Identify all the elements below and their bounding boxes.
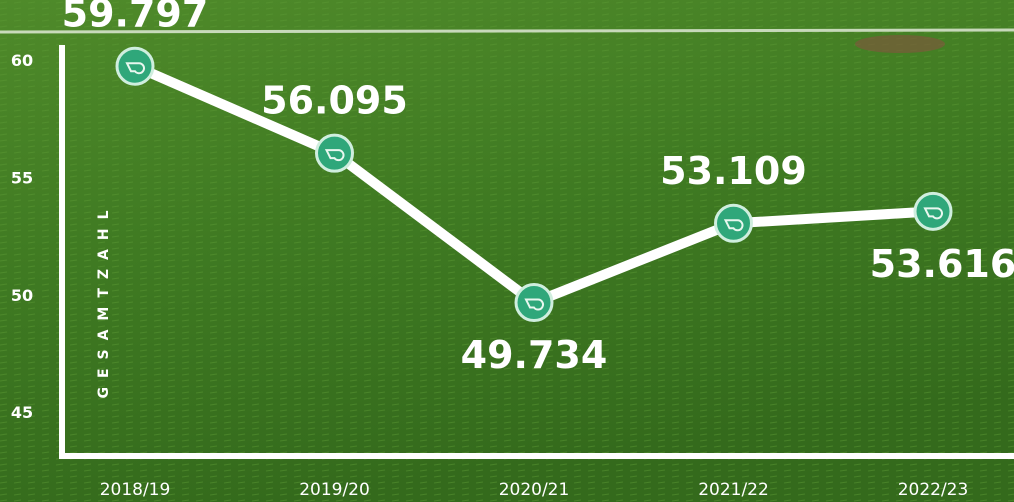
y-axis-label: GESAMTZAHL bbox=[96, 201, 112, 398]
marker bbox=[117, 48, 153, 84]
y-tick-label: 60 bbox=[11, 51, 33, 70]
y-tick-label: 45 bbox=[11, 403, 33, 422]
value-label: 56.095 bbox=[261, 79, 408, 123]
x-tick-label: 2019/20 bbox=[299, 480, 370, 500]
marker bbox=[516, 285, 552, 321]
value-label: 59.797 bbox=[62, 0, 209, 36]
x-tick-label: 2018/19 bbox=[100, 480, 171, 500]
chart: GESAMTZAHL 45 50 55 60 2018/19 2019/20 2020/21… bbox=[0, 0, 1014, 502]
x-tick-label: 2021/22 bbox=[698, 480, 769, 500]
marker bbox=[317, 135, 353, 171]
dirt-patch bbox=[855, 35, 945, 53]
value-label: 53.109 bbox=[660, 149, 807, 193]
x-tick-label: 2022/23 bbox=[898, 480, 969, 500]
marker bbox=[716, 205, 752, 241]
y-tick-label: 50 bbox=[11, 286, 33, 305]
y-tick-label: 55 bbox=[11, 168, 33, 187]
value-label: 49.734 bbox=[461, 333, 608, 377]
value-label: 53.616 bbox=[870, 242, 1014, 286]
marker bbox=[915, 193, 951, 229]
x-tick-label: 2020/21 bbox=[499, 480, 570, 500]
page: {"chart_data": {"type": "line", "y_label… bbox=[0, 0, 1014, 502]
